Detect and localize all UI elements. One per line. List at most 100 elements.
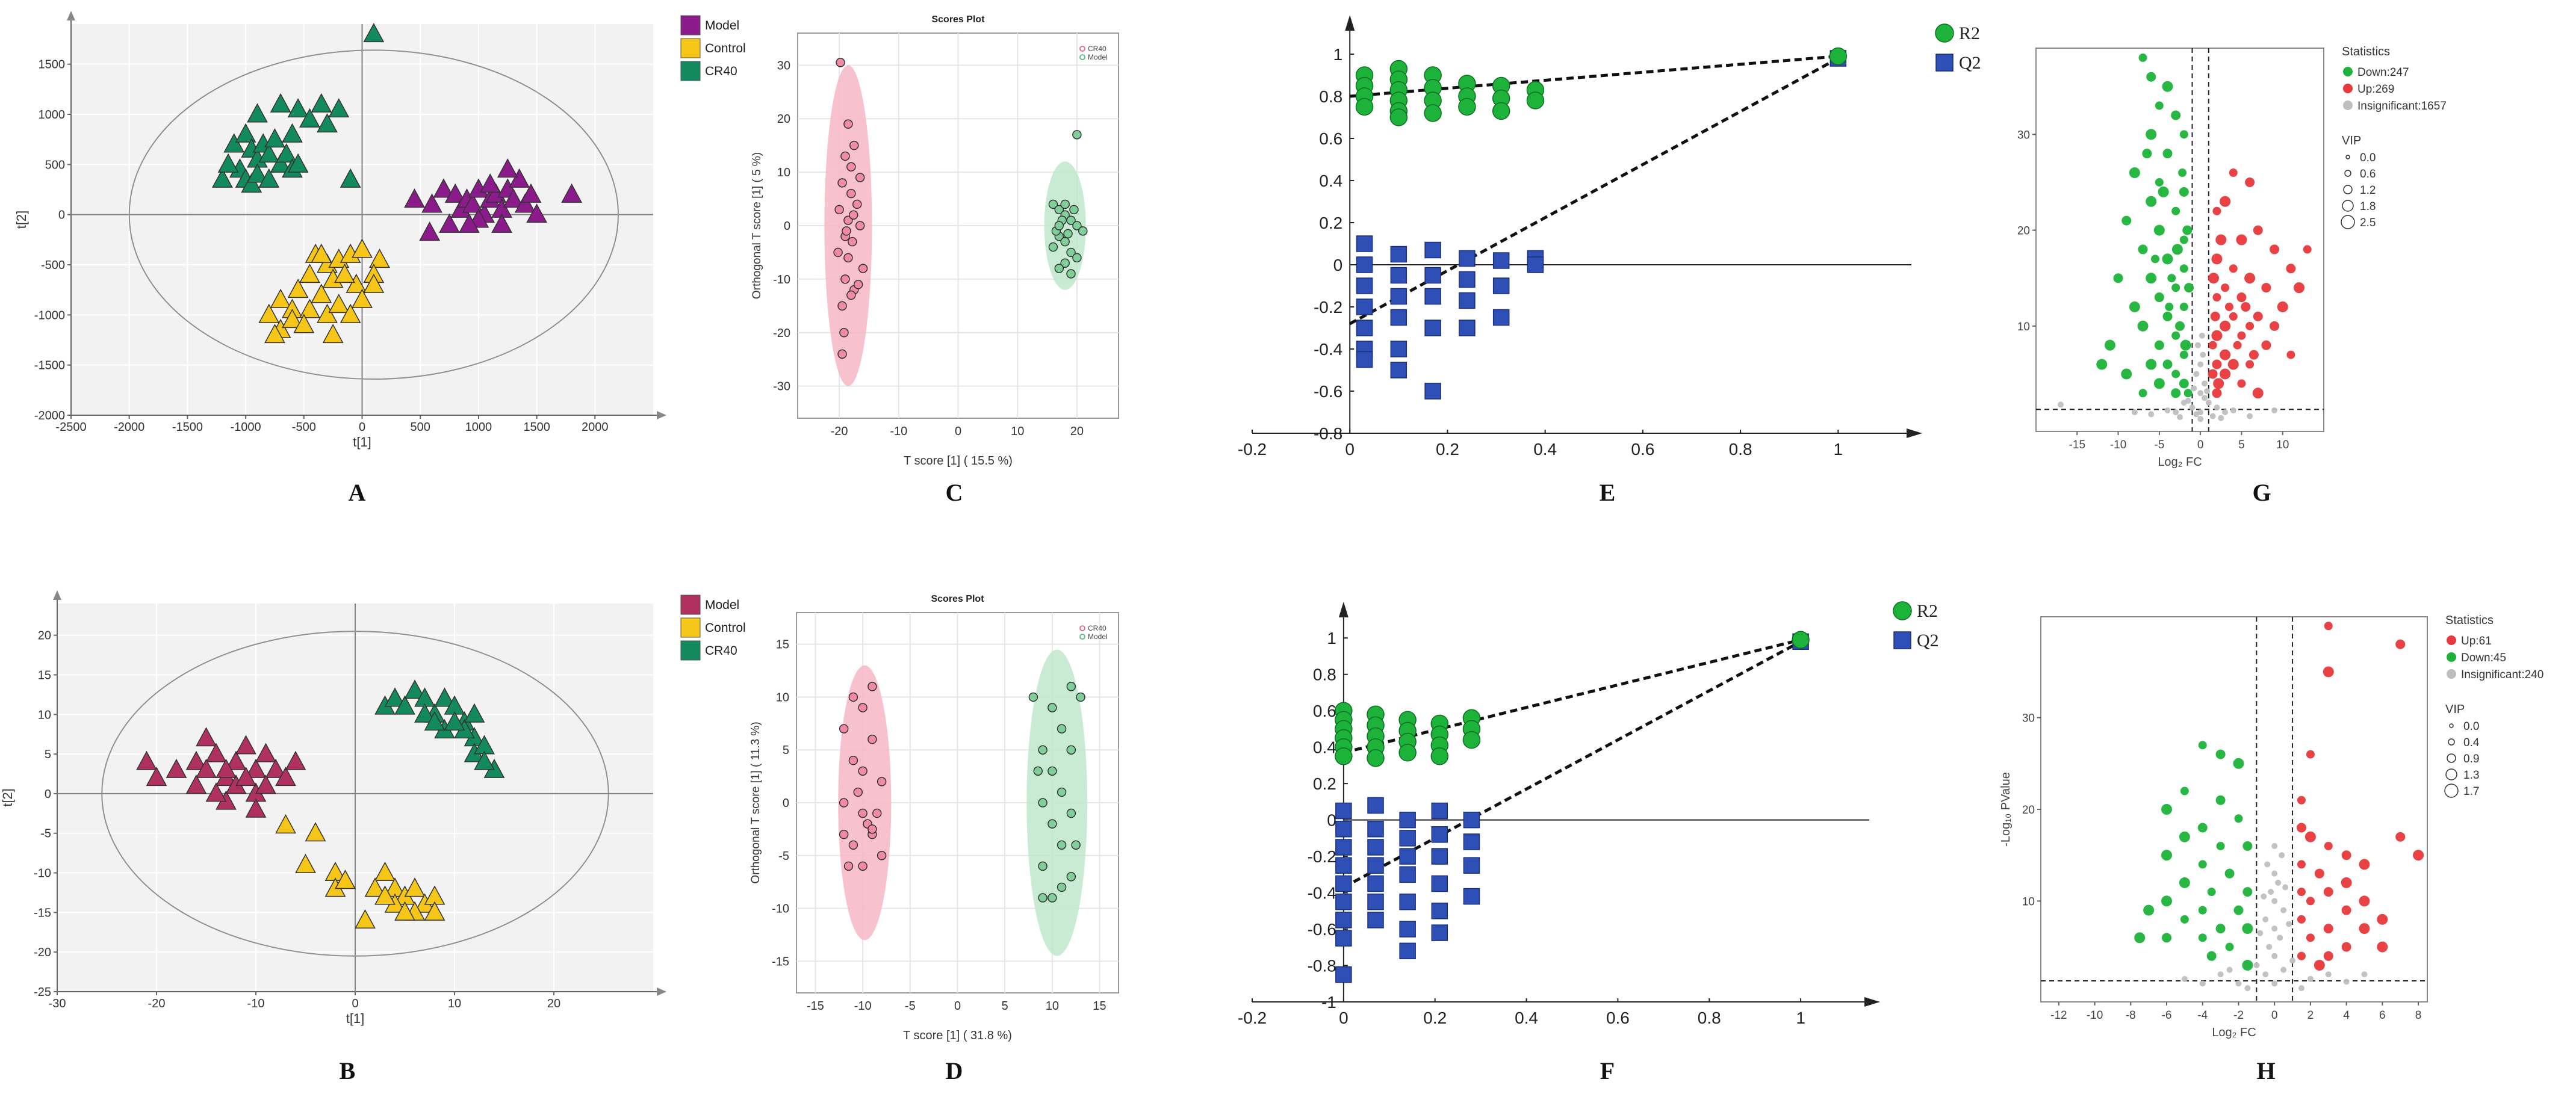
y-tick-label: 0.2 bbox=[1319, 214, 1342, 232]
series-model bbox=[1048, 130, 1088, 279]
data-point bbox=[2205, 400, 2212, 406]
chart-title: Scores Plot bbox=[931, 594, 984, 604]
data-point bbox=[2271, 870, 2278, 877]
x-tick-label: 4 bbox=[2343, 1009, 2350, 1022]
data-point bbox=[275, 767, 296, 786]
data-point bbox=[223, 133, 245, 153]
data-point bbox=[1072, 130, 1082, 140]
data-point bbox=[2224, 868, 2235, 879]
data-point bbox=[1431, 903, 1448, 919]
data-point bbox=[2235, 980, 2242, 987]
y-tick-label: 30 bbox=[2017, 129, 2030, 141]
data-point bbox=[1492, 309, 1510, 326]
data-point bbox=[2173, 409, 2179, 416]
data-point bbox=[2193, 371, 2200, 377]
data-point bbox=[363, 23, 385, 43]
data-point bbox=[853, 787, 863, 797]
data-point bbox=[2244, 273, 2256, 284]
data-point bbox=[1047, 819, 1057, 829]
x-tick-label: 0.8 bbox=[1698, 1009, 1721, 1027]
data-point bbox=[2162, 253, 2173, 265]
data-point bbox=[2221, 283, 2230, 292]
data-point bbox=[2271, 407, 2278, 413]
panel-letter-G: G bbox=[2252, 479, 2271, 506]
data-point bbox=[2197, 361, 2204, 368]
data-point bbox=[2220, 196, 2231, 207]
vip-size-marker bbox=[2445, 768, 2457, 780]
y-axis-arrow bbox=[67, 11, 75, 20]
data-point bbox=[2138, 389, 2147, 398]
x-axis-label: Log₂ FC bbox=[2212, 1026, 2256, 1039]
chart-title: Scores Plot bbox=[931, 14, 985, 25]
data-point bbox=[2303, 245, 2312, 254]
y-tick-label: -500 bbox=[41, 259, 65, 272]
data-point bbox=[839, 328, 849, 338]
vip-level-label: 1.8 bbox=[2360, 200, 2376, 213]
data-point bbox=[2171, 369, 2180, 378]
data-point bbox=[355, 909, 376, 929]
data-point bbox=[877, 777, 887, 786]
y-tick-label: 10 bbox=[2022, 895, 2035, 908]
plot-frame bbox=[2040, 616, 2428, 1003]
data-point bbox=[421, 193, 442, 213]
x-tick-label: 1000 bbox=[465, 421, 492, 434]
data-point bbox=[2359, 859, 2370, 870]
vip-size-marker bbox=[2448, 738, 2455, 746]
data-point bbox=[2280, 966, 2287, 973]
x-axis-label: t[1] bbox=[346, 1011, 365, 1026]
data-point bbox=[1390, 288, 1407, 305]
x-tick-label: 1 bbox=[1834, 440, 1843, 459]
data-point bbox=[1069, 205, 1079, 215]
legend-swatch-control bbox=[680, 617, 701, 638]
x-tick-label: 0.6 bbox=[1606, 1009, 1630, 1027]
series-model bbox=[404, 158, 583, 241]
data-point bbox=[2325, 971, 2332, 978]
data-point bbox=[2271, 953, 2278, 959]
data-point bbox=[858, 264, 868, 273]
data-point bbox=[1356, 298, 1373, 315]
data-point bbox=[419, 221, 441, 241]
data-point bbox=[520, 183, 542, 203]
data-point bbox=[1071, 840, 1081, 850]
data-point bbox=[503, 188, 524, 208]
data-point bbox=[2233, 758, 2244, 769]
data-point bbox=[561, 183, 583, 203]
x-tick-label: 5 bbox=[2238, 439, 2245, 451]
data-point bbox=[2294, 282, 2305, 294]
data-point bbox=[2200, 351, 2206, 358]
data-point bbox=[258, 143, 280, 163]
y-tick-label: 0.8 bbox=[1313, 666, 1336, 684]
data-point bbox=[1398, 743, 1417, 762]
legend-swatch-cr40 bbox=[680, 61, 701, 81]
x-axis-label: T score [1] ( 15.5 %) bbox=[904, 454, 1013, 468]
data-point bbox=[2158, 186, 2169, 197]
data-point bbox=[2198, 933, 2207, 942]
data-point bbox=[1054, 221, 1064, 230]
data-point bbox=[2286, 264, 2296, 274]
series-q2 bbox=[1335, 633, 1809, 983]
data-point bbox=[1057, 724, 1067, 734]
data-point bbox=[1492, 102, 1510, 120]
data-point bbox=[2167, 274, 2176, 283]
data-point bbox=[2189, 404, 2196, 411]
data-point bbox=[363, 273, 385, 293]
x-tick-label: -10 bbox=[2110, 439, 2126, 451]
data-point bbox=[1335, 966, 1352, 983]
x-tick-label: -6 bbox=[2162, 1009, 2172, 1022]
data-point bbox=[846, 290, 856, 300]
data-point bbox=[858, 766, 867, 776]
x-tick-label: 0.8 bbox=[1729, 440, 1752, 459]
y-axis-label: Orthogonal T score [1] ( 11.3 %) bbox=[750, 721, 762, 883]
data-point bbox=[843, 119, 853, 129]
data-point bbox=[2184, 283, 2194, 293]
data-point bbox=[235, 123, 256, 143]
data-point bbox=[1458, 97, 1476, 116]
data-point bbox=[2253, 962, 2260, 969]
data-point bbox=[849, 140, 859, 150]
data-point bbox=[2211, 253, 2223, 265]
data-point bbox=[1792, 631, 1810, 649]
data-point bbox=[1335, 747, 1353, 765]
x-tick-label: 6 bbox=[2379, 1009, 2386, 1022]
x-tick-label: 20 bbox=[1070, 425, 1084, 438]
legend-label: CR40 bbox=[705, 644, 737, 658]
